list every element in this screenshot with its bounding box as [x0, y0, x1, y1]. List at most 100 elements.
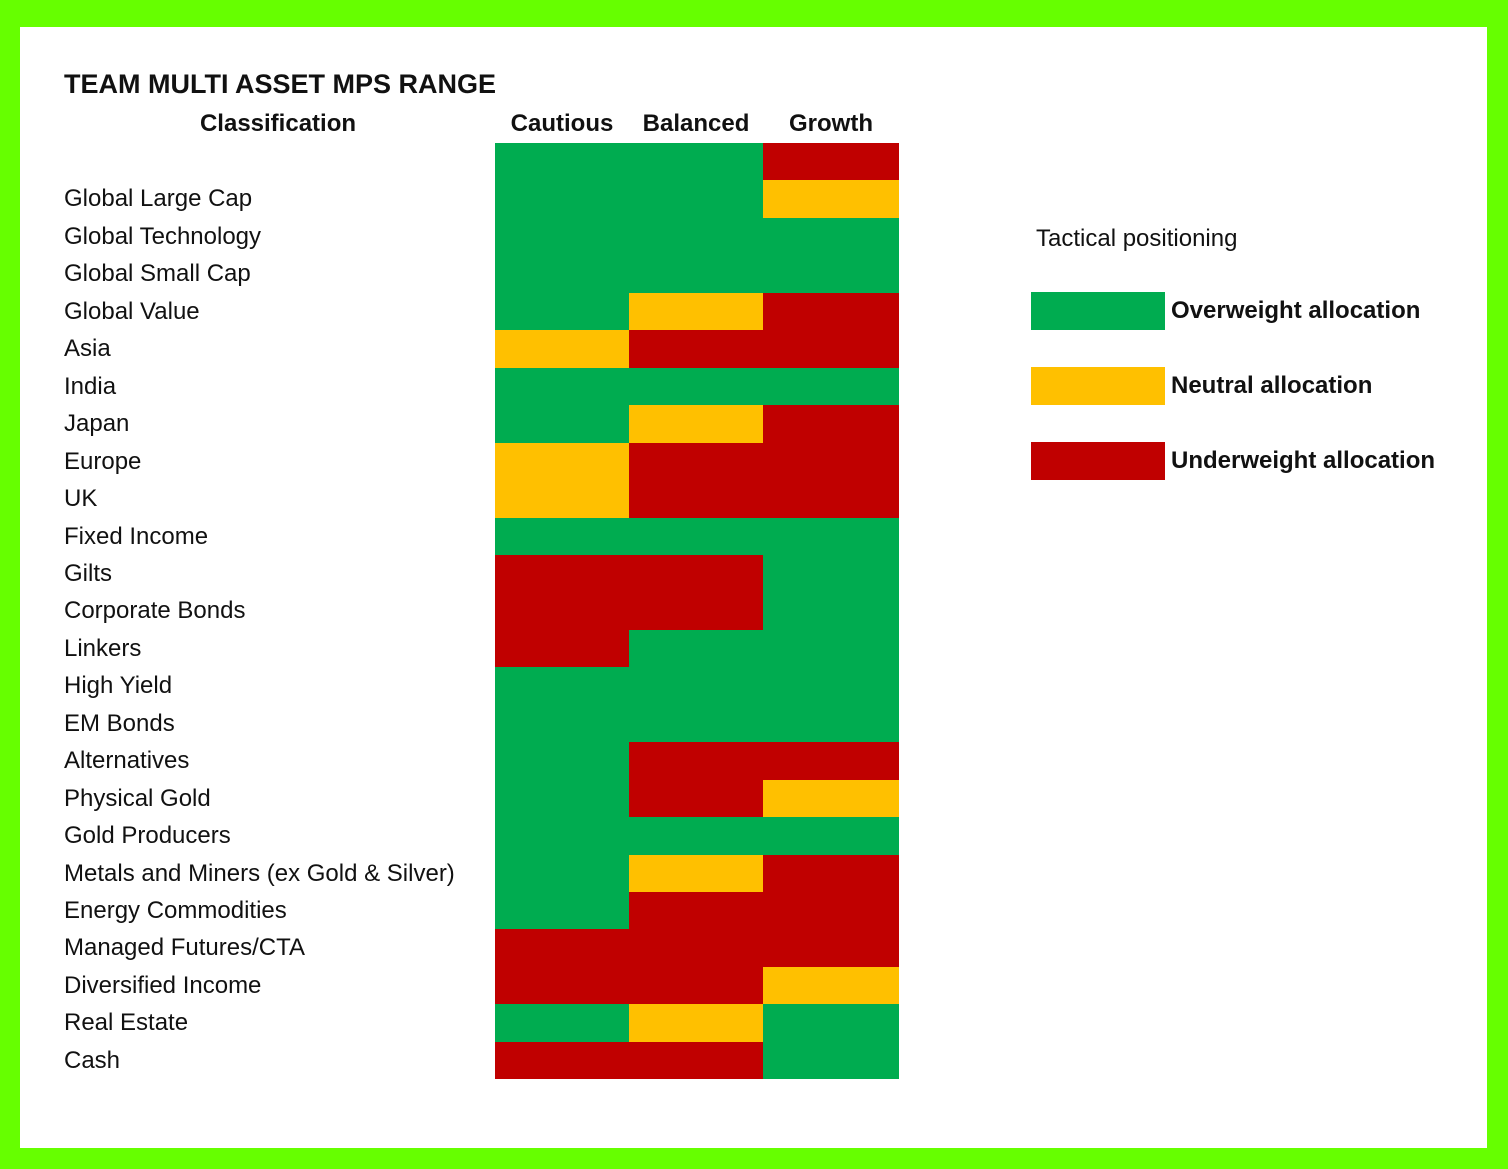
heatmap-cell-17-balanced: [629, 742, 763, 780]
heatmap-cell-5-cautious: [495, 293, 629, 330]
heatmap-cell-18-growth: [763, 780, 899, 817]
heatmap-cell-15-growth: [763, 667, 899, 705]
heatmap-cell-2-balanced: [629, 180, 763, 218]
classification-header: Classification: [199, 110, 357, 137]
heatmap-cell-16-balanced: [629, 705, 763, 742]
heatmap-cell-19-growth: [763, 817, 899, 855]
heatmap-cell-14-growth: [763, 630, 899, 667]
legend-title: Tactical positioning: [1036, 225, 1238, 252]
heatmap-cell-24-cautious: [495, 1004, 629, 1042]
heatmap-cell-3-balanced: [629, 218, 763, 255]
row-label-22: Managed Futures/CTA: [64, 934, 305, 961]
column-header-cautious: Cautious: [510, 110, 614, 137]
heatmap-cell-22-balanced: [629, 929, 763, 967]
heatmap-cell-9-cautious: [495, 443, 629, 480]
row-label-16: EM Bonds: [64, 710, 175, 737]
row-label-10: UK: [64, 485, 98, 512]
heatmap-cell-7-growth: [763, 368, 899, 405]
heatmap-cell-6-cautious: [495, 330, 629, 368]
heatmap-cell-22-cautious: [495, 929, 629, 967]
row-label-14: Linkers: [64, 635, 142, 662]
heatmap-cell-6-growth: [763, 330, 899, 368]
row-label-11: Fixed Income: [64, 523, 209, 550]
row-label-21: Energy Commodities: [64, 897, 287, 924]
row-label-20: Metals and Miners (ex Gold & Silver): [64, 860, 455, 887]
heatmap-cell-11-cautious: [495, 518, 629, 555]
heatmap-cell-8-cautious: [495, 405, 629, 443]
heatmap-cell-23-growth: [763, 967, 899, 1004]
heatmap-cell-19-balanced: [629, 817, 763, 855]
heatmap-cell-25-balanced: [629, 1042, 763, 1079]
row-label-5: Global Value: [64, 298, 200, 325]
legend-label-overweight: Overweight allocation: [1171, 297, 1421, 324]
row-label-9: Europe: [64, 448, 142, 475]
heatmap-cell-18-balanced: [629, 780, 763, 817]
heatmap-cell-14-cautious: [495, 630, 629, 667]
row-label-23: Diversified Income: [64, 972, 262, 999]
heatmap-cell-21-growth: [763, 892, 899, 929]
row-label-15: High Yield: [64, 672, 173, 699]
legend-swatch-overweight: [1031, 292, 1165, 330]
heatmap-cell-24-balanced: [629, 1004, 763, 1042]
heatmap-cell-25-cautious: [495, 1042, 629, 1079]
heatmap-cell-18-cautious: [495, 780, 629, 817]
heatmap-cell-13-cautious: [495, 592, 629, 630]
row-label-17: Alternatives: [64, 747, 190, 774]
heatmap-cell-4-growth: [763, 255, 899, 293]
column-header-growth: Growth: [789, 110, 873, 137]
heatmap-grid: [495, 143, 899, 1079]
heatmap-cell-17-growth: [763, 742, 899, 780]
heatmap-cell-15-cautious: [495, 667, 629, 705]
column-header-balanced: Balanced: [642, 110, 750, 137]
heatmap-cell-15-balanced: [629, 667, 763, 705]
heatmap-cell-9-growth: [763, 443, 899, 480]
legend-label-neutral: Neutral allocation: [1171, 372, 1373, 399]
heatmap-cell-14-balanced: [629, 630, 763, 667]
row-label-13: Corporate Bonds: [64, 597, 246, 624]
heatmap-cell-24-growth: [763, 1004, 899, 1042]
row-label-2: Global Large Cap: [64, 185, 253, 212]
heatmap-cell-6-balanced: [629, 330, 763, 368]
heatmap-cell-1-growth: [763, 143, 899, 180]
heatmap-cell-4-balanced: [629, 255, 763, 293]
row-label-25: Cash: [64, 1047, 121, 1074]
heatmap-cell-23-cautious: [495, 967, 629, 1004]
heatmap-cell-16-cautious: [495, 705, 629, 742]
row-label-3: Global Technology: [64, 223, 262, 250]
row-label-19: Gold Producers: [64, 822, 231, 849]
heatmap-cell-12-cautious: [495, 555, 629, 592]
row-label-4: Global Small Cap: [64, 260, 251, 287]
heatmap-cell-20-balanced: [629, 855, 763, 892]
heatmap-cell-13-balanced: [629, 592, 763, 630]
heatmap-cell-9-balanced: [629, 443, 763, 480]
legend-swatch-underweight: [1031, 442, 1165, 480]
chart-panel: TEAM MULTI ASSET MPS RANGE Classificatio…: [20, 27, 1487, 1148]
heatmap-cell-12-growth: [763, 555, 899, 592]
heatmap-cell-8-balanced: [629, 405, 763, 443]
row-label-7: India: [64, 373, 117, 400]
heatmap-cell-2-cautious: [495, 180, 629, 218]
heatmap-cell-10-balanced: [629, 480, 763, 518]
legend-swatch-neutral: [1031, 367, 1165, 405]
legend-label-underweight: Underweight allocation: [1171, 447, 1436, 474]
row-label-24: Real Estate: [64, 1009, 189, 1036]
heatmap-cell-17-cautious: [495, 742, 629, 780]
heatmap-cell-21-balanced: [629, 892, 763, 929]
heatmap-cell-5-growth: [763, 293, 899, 330]
heatmap-cell-2-growth: [763, 180, 899, 218]
heatmap-cell-3-growth: [763, 218, 899, 255]
row-label-12: Gilts: [64, 560, 112, 587]
heatmap-cell-7-balanced: [629, 368, 763, 405]
heatmap-cell-10-growth: [763, 480, 899, 518]
heatmap-cell-25-growth: [763, 1042, 899, 1079]
heatmap-cell-11-balanced: [629, 518, 763, 555]
heatmap-cell-22-growth: [763, 929, 899, 967]
chart-title: TEAM MULTI ASSET MPS RANGE: [64, 69, 496, 99]
heatmap-cell-8-growth: [763, 405, 899, 443]
heatmap-cell-7-cautious: [495, 368, 629, 405]
heatmap-cell-23-balanced: [629, 967, 763, 1004]
heatmap-cell-13-growth: [763, 592, 899, 630]
heatmap-cell-3-cautious: [495, 218, 629, 255]
row-label-6: Asia: [64, 335, 111, 362]
heatmap-cell-11-growth: [763, 518, 899, 555]
